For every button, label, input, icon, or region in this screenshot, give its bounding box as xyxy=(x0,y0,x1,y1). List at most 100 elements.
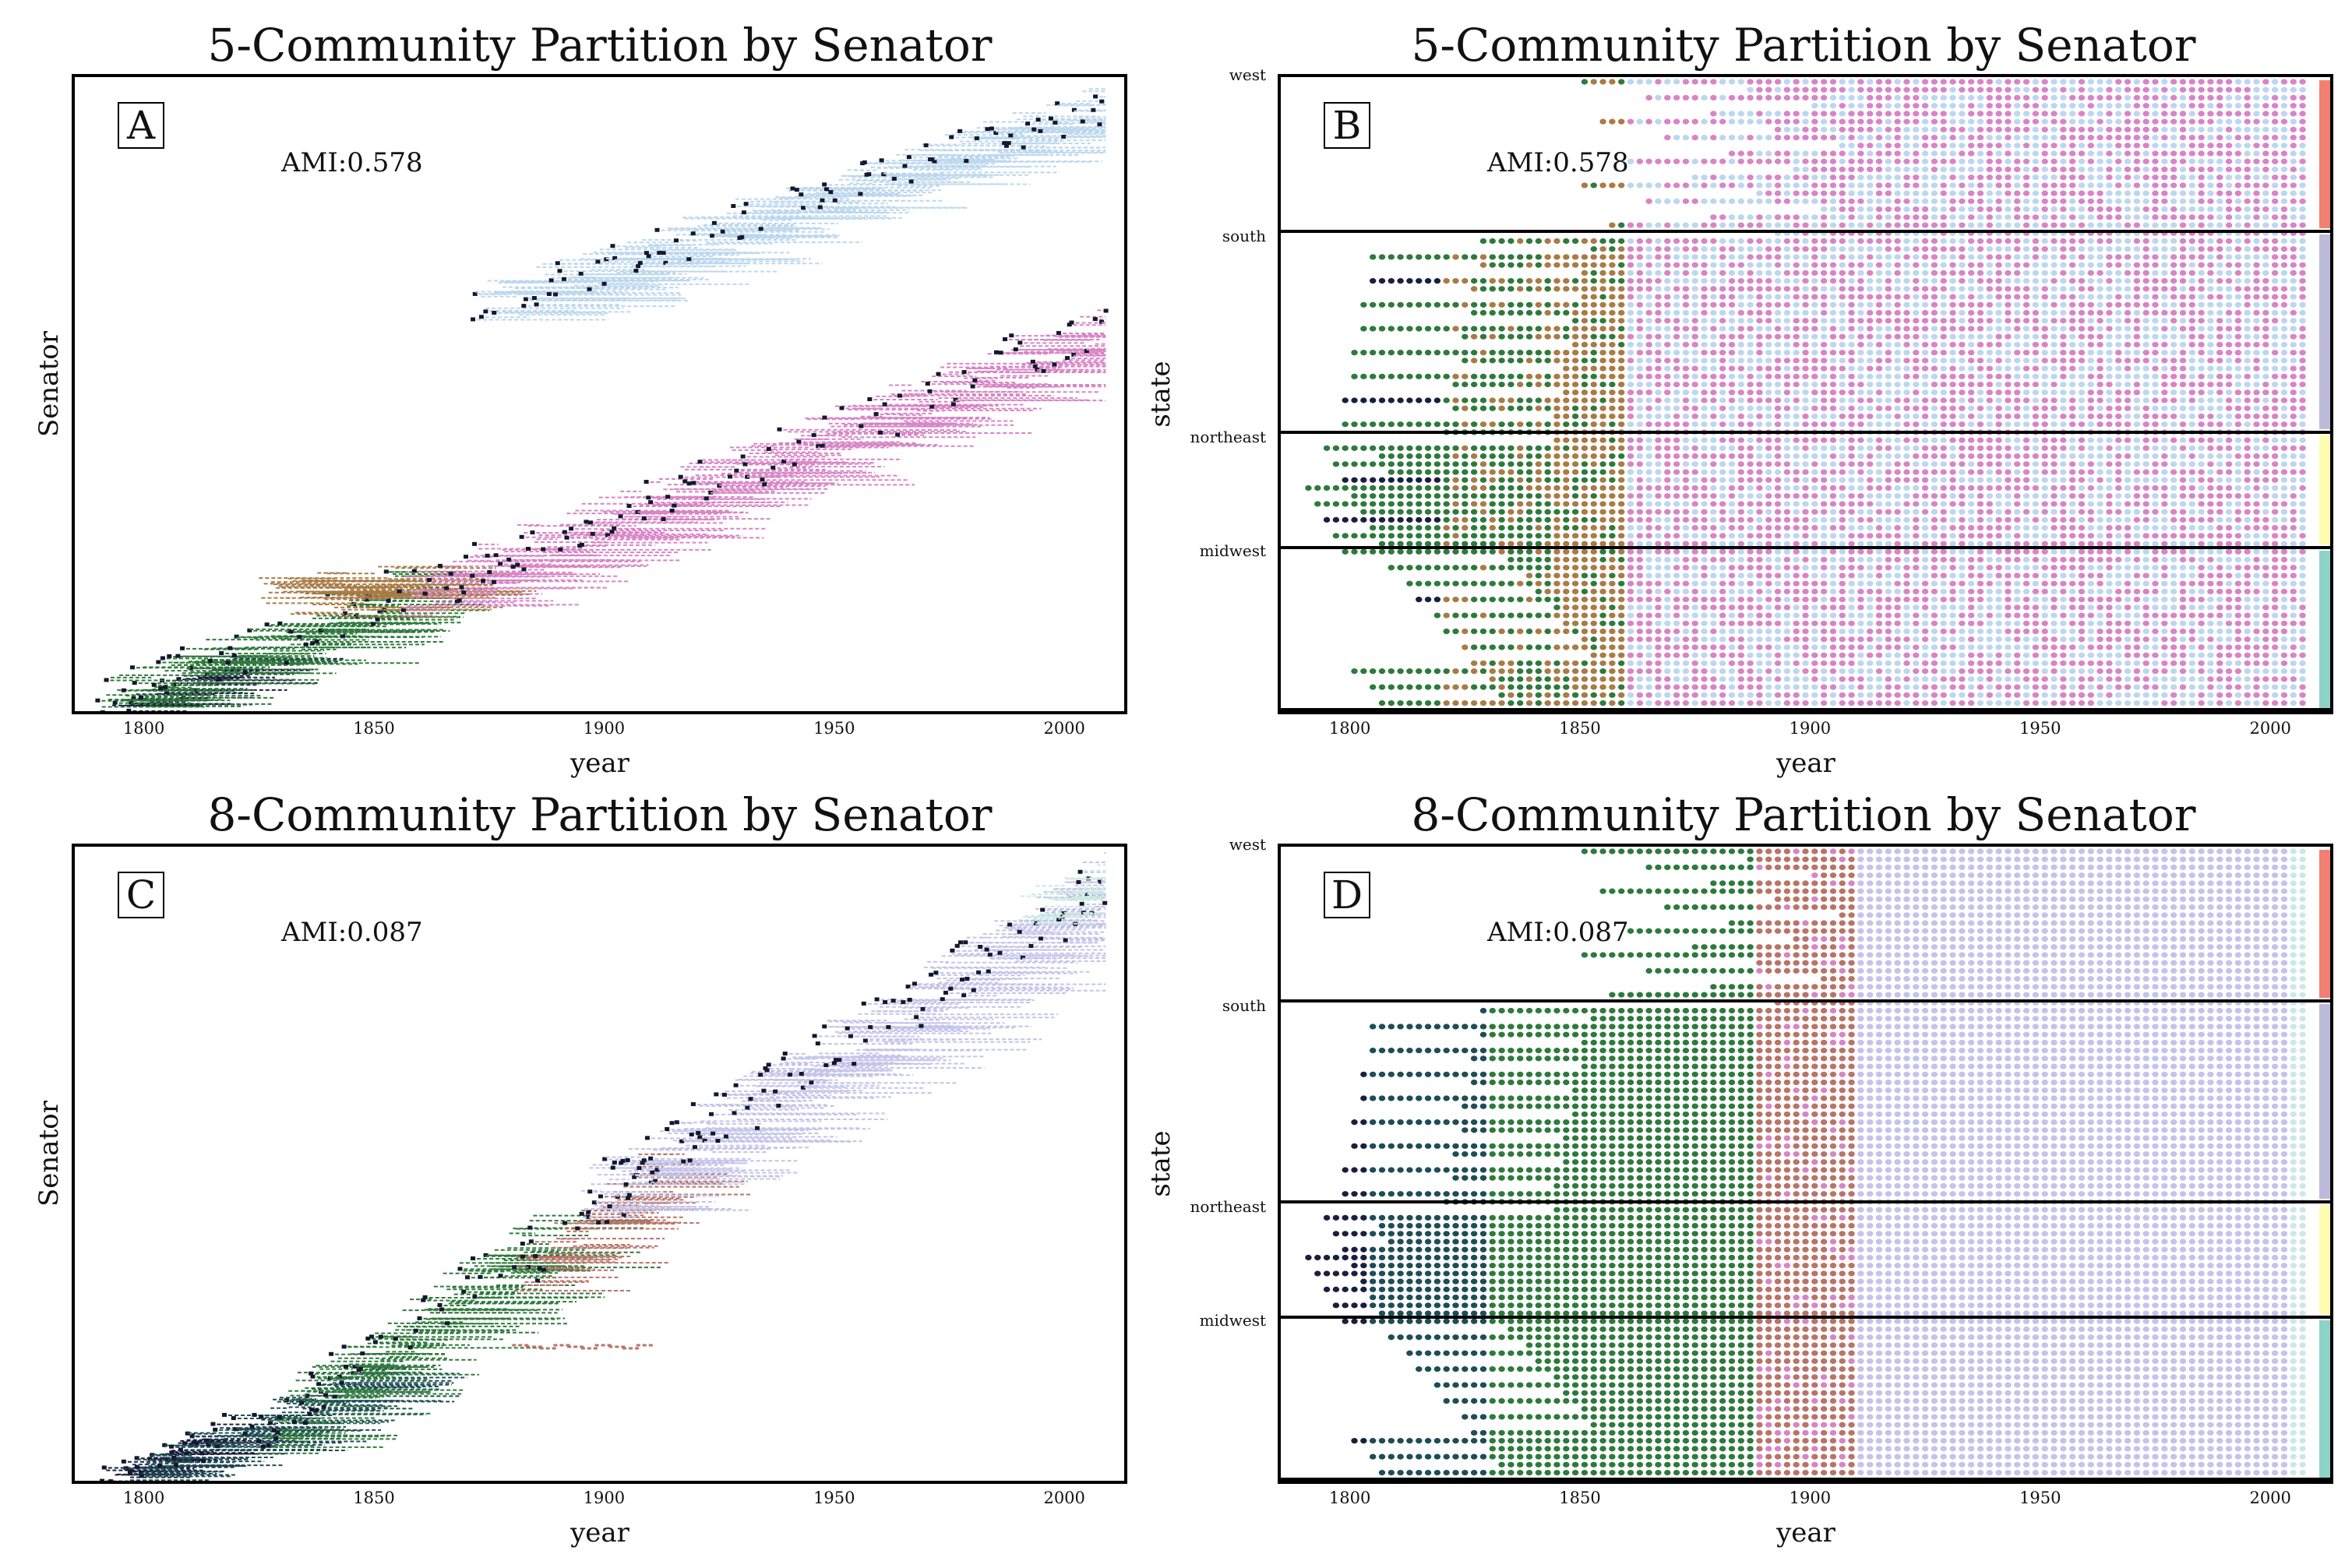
state-year-mark xyxy=(2216,118,2223,125)
state-year-mark xyxy=(2170,445,2177,451)
state-year-mark xyxy=(1867,182,1874,189)
state-year-mark xyxy=(2096,214,2103,220)
state-year-mark xyxy=(2290,286,2297,292)
state-year-mark xyxy=(1783,318,1791,324)
state-year-mark xyxy=(1976,111,1984,117)
state-year-mark xyxy=(1728,350,1736,356)
state-year-mark xyxy=(2216,405,2223,411)
state-year-mark xyxy=(1710,341,1717,348)
state-year-mark xyxy=(1664,301,1671,308)
state-year-mark xyxy=(2106,309,2113,316)
state-year-mark xyxy=(2216,333,2223,340)
state-year-mark xyxy=(1507,309,1515,316)
state-year-mark xyxy=(2299,358,2306,364)
state-year-mark xyxy=(1949,94,1956,101)
state-year-mark xyxy=(2198,111,2205,117)
state-year-mark xyxy=(1848,358,1855,364)
state-year-mark xyxy=(1774,198,1782,204)
state-year-mark xyxy=(1995,270,2002,276)
state-year-mark xyxy=(1747,79,1754,85)
state-year-mark xyxy=(2041,358,2048,364)
state-year-mark xyxy=(2271,134,2279,141)
state-year-mark xyxy=(2299,278,2306,284)
state-year-mark xyxy=(2142,94,2149,101)
state-year-mark xyxy=(1691,341,1698,348)
state-year-mark xyxy=(2188,445,2195,451)
state-year-mark xyxy=(1903,270,1910,276)
state-year-mark xyxy=(2179,166,2187,173)
state-year-mark xyxy=(1857,278,1864,284)
state-year-mark xyxy=(2271,286,2279,292)
state-year-mark xyxy=(2225,86,2233,93)
state-year-mark xyxy=(1802,222,1809,228)
state-year-mark xyxy=(1903,397,1910,403)
senator-start-mark xyxy=(822,415,827,420)
state-year-mark xyxy=(2280,286,2288,292)
state-year-mark xyxy=(2188,166,2195,173)
state-year-mark xyxy=(2280,222,2288,228)
state-year-mark xyxy=(1470,405,1478,411)
state-year-mark xyxy=(2041,111,2048,117)
state-year-mark xyxy=(1949,198,1956,204)
state-year-mark xyxy=(1903,134,1910,141)
state-year-mark xyxy=(1701,381,1708,388)
state-year-mark xyxy=(1498,405,1505,411)
state-year-mark xyxy=(2244,381,2251,388)
state-year-mark xyxy=(1913,437,1920,443)
state-year-mark xyxy=(1857,341,1864,348)
state-year-mark xyxy=(2115,350,2122,356)
state-year-mark xyxy=(1581,294,1589,300)
senator-start-mark xyxy=(364,597,369,602)
senator-start-mark xyxy=(383,569,389,574)
state-year-mark xyxy=(2124,341,2132,348)
state-year-mark xyxy=(1820,358,1828,364)
senator-start-mark xyxy=(618,514,623,519)
state-year-mark xyxy=(2133,389,2141,396)
state-year-mark xyxy=(2124,174,2132,181)
state-year-mark xyxy=(1599,79,1606,85)
state-year-mark xyxy=(1921,381,1929,388)
state-year-mark xyxy=(1875,278,1883,284)
senator-start-mark xyxy=(832,198,837,203)
state-year-mark xyxy=(2161,358,2168,364)
state-year-mark xyxy=(2170,341,2177,348)
state-year-mark xyxy=(1710,270,1717,276)
state-year-mark xyxy=(1369,254,1377,260)
state-year-mark xyxy=(2068,413,2076,420)
state-year-mark xyxy=(1959,405,1966,411)
state-year-mark xyxy=(1793,278,1800,284)
state-year-mark xyxy=(1535,326,1543,332)
state-year-mark xyxy=(2161,318,2168,324)
state-year-mark xyxy=(1839,445,1846,451)
state-year-mark xyxy=(1857,254,1864,260)
state-year-mark xyxy=(1793,365,1800,372)
state-year-mark xyxy=(1802,270,1809,276)
state-year-mark xyxy=(1737,350,1744,356)
state-year-mark xyxy=(2051,286,2058,292)
y-axis-label: Senator xyxy=(33,331,65,437)
state-year-mark xyxy=(1737,214,1744,220)
state-year-mark xyxy=(2005,350,2012,356)
state-year-mark xyxy=(1424,453,1432,460)
state-year-mark xyxy=(1921,158,1929,164)
senator-start-mark xyxy=(1064,356,1070,361)
state-year-mark xyxy=(1571,301,1579,308)
state-year-mark xyxy=(2005,389,2012,396)
state-year-mark xyxy=(1793,118,1800,125)
state-year-mark xyxy=(1986,79,1994,85)
state-year-mark xyxy=(1875,397,1883,403)
state-year-mark xyxy=(2207,381,2214,388)
senator-start-mark xyxy=(584,520,589,524)
senator-start-mark xyxy=(310,641,316,646)
state-year-mark xyxy=(2161,341,2168,348)
senator-start-mark xyxy=(923,143,929,148)
state-year-mark xyxy=(2188,182,2195,189)
state-year-mark xyxy=(1857,421,1864,428)
state-year-mark xyxy=(1563,301,1570,308)
state-year-mark xyxy=(1802,381,1809,388)
state-year-mark xyxy=(2022,326,2030,332)
senator-start-mark xyxy=(129,700,134,705)
state-year-mark xyxy=(2161,262,2168,268)
state-year-mark xyxy=(1931,238,1938,245)
state-year-mark xyxy=(2207,246,2214,252)
